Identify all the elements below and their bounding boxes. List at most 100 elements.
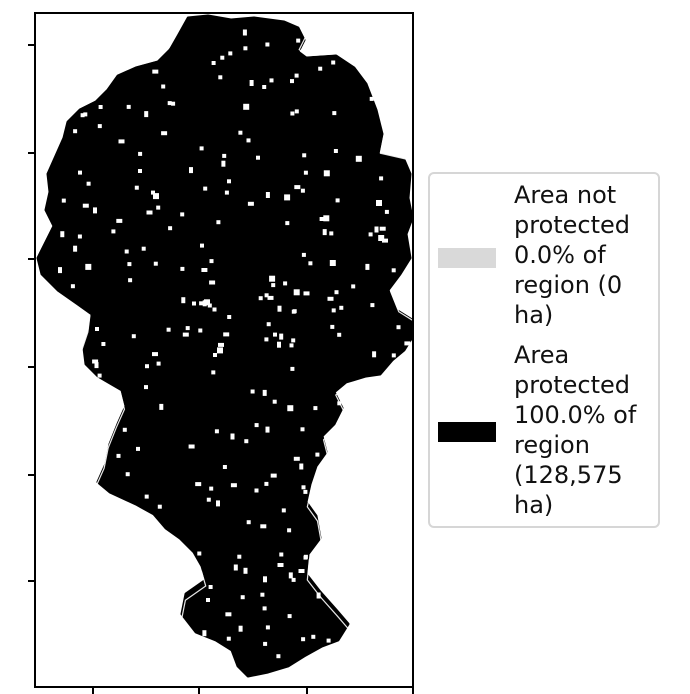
unprotected-speckle [111,229,116,234]
unprotected-speckle [254,423,259,428]
unprotected-speckle [230,483,237,488]
unprotected-speckle [198,328,203,333]
unprotected-speckle [323,170,330,177]
unprotected-speckle [269,78,274,83]
unprotected-speckle [376,200,382,206]
unprotected-speckle [262,85,267,89]
legend-entry-not-protected: Area not protected 0.0% of region (0 ha) [438,180,650,330]
unprotected-speckle [382,238,388,243]
unprotected-speckle [337,401,342,406]
unprotected-speckle [300,188,305,193]
unprotected-speckle [116,453,121,458]
unprotected-speckle [290,366,295,371]
unprotected-speckle [98,105,103,109]
unprotected-speckle [222,465,227,469]
unprotected-speckle [322,229,327,236]
unprotected-speckle [212,307,217,312]
unprotected-speckle [391,353,396,358]
unprotected-speckle [80,113,85,118]
x-tick [412,688,414,694]
unprotected-speckle [167,101,172,106]
unprotected-speckle [302,153,307,158]
unprotected-speckle [188,444,195,449]
unprotected-speckle [264,293,269,298]
unprotected-speckle [323,215,330,222]
unprotected-speckle [337,332,342,337]
unprotected-speckle [291,577,296,582]
unprotected-speckle [265,42,270,47]
unprotected-speckle [206,598,210,602]
unprotected-speckle [86,181,91,186]
unprotected-speckle [254,488,259,493]
region-map [36,14,412,685]
unprotected-speckle [73,245,78,252]
unprotected-speckle [277,341,281,348]
unprotected-speckle [144,111,149,118]
unprotected-speckle [157,504,162,509]
unprotected-speckle [327,296,334,301]
unprotected-speckle [269,275,276,282]
unprotected-speckle [94,362,99,369]
unprotected-speckle [58,267,62,274]
unprotected-speckle [260,524,267,529]
unprotected-speckle [189,167,193,174]
unprotected-speckle [277,305,282,312]
unprotected-speckle [180,212,185,217]
unprotected-speckle [230,433,235,440]
unprotected-speckle [93,207,97,214]
unprotected-speckle [331,60,336,65]
unprotected-speckle [138,151,143,156]
unprotected-speckle [220,55,225,60]
unprotected-speckle [246,138,251,143]
unprotected-speckle [313,406,318,411]
unprotected-speckle [168,226,173,231]
unprotected-speckle [192,301,196,306]
unprotected-speckle [228,51,233,56]
unprotected-speckle [303,489,308,494]
unprotected-speckle [197,551,202,556]
unprotected-speckle [227,179,231,184]
legend-label-protected: Area protected 100.0% of region (128,575… [514,341,637,519]
unprotected-speckle [152,69,159,74]
unprotected-speckle [279,333,284,340]
unprotected-speckle [237,554,242,559]
unprotected-speckle [73,129,78,134]
legend-swatch-not-protected [438,248,496,268]
x-tick [306,688,308,694]
unprotected-speckle [316,592,321,599]
unprotected-speckle [200,243,204,248]
unprotected-speckle [378,235,385,241]
unprotected-speckle [372,351,377,358]
y-tick [28,258,36,260]
unprotected-speckle [391,268,396,273]
unprotected-speckle [156,361,161,366]
unprotected-speckle [404,341,411,346]
unprotected-speckle [289,343,294,348]
unprotected-speckle [240,595,245,600]
unprotected-speckle [330,324,335,329]
unprotected-speckle [301,637,306,642]
unprotected-speckle [265,192,270,198]
unprotected-speckle [85,263,92,270]
unprotected-speckle [294,73,299,78]
unprotected-speckle [211,61,216,65]
unprotected-speckle [298,569,305,573]
unprotected-speckle [301,485,306,490]
unprotected-speckle [293,456,300,461]
unprotected-speckle [368,232,373,237]
unprotected-speckle [279,552,284,557]
unprotected-speckle [238,130,243,135]
unprotected-speckle [126,104,131,109]
unprotected-speckle [218,75,223,80]
unprotected-speckle [209,259,214,264]
unprotected-speckle [291,338,296,343]
unprotected-speckle [244,439,249,444]
unprotected-speckle [101,342,106,346]
unprotected-speckle [299,463,304,470]
unprotected-speckle [329,260,336,266]
unprotected-speckle [127,262,132,267]
unprotected-speckle [246,520,251,525]
unprotected-speckle [204,299,210,306]
y-tick [28,44,36,46]
unprotected-speckle [296,38,301,43]
